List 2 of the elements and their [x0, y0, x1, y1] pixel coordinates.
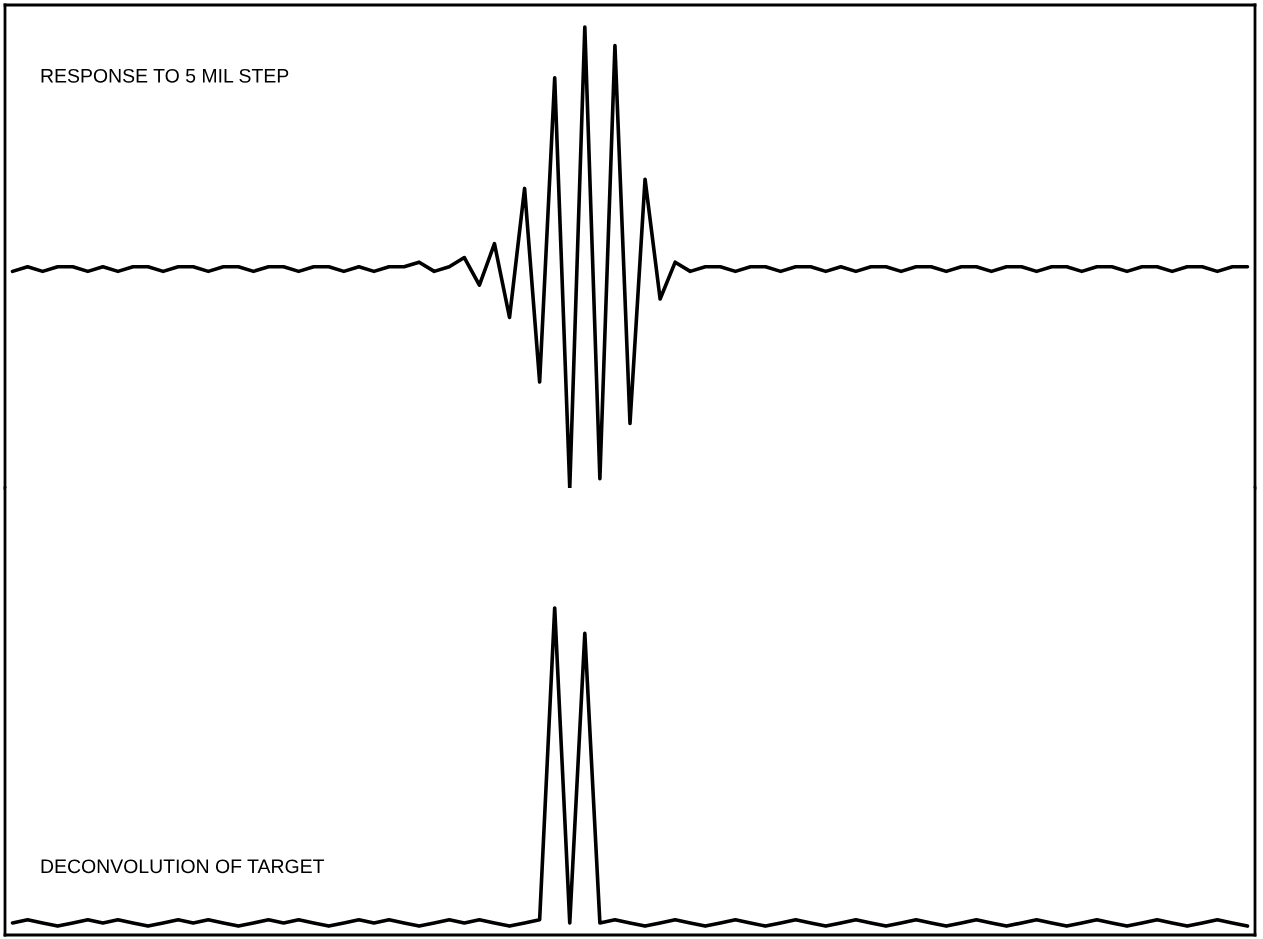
text: DECONVOLUTION OF TARGET	[41, 859, 325, 874]
text: RESPONSE TO 5 MIL STEP	[41, 68, 289, 83]
